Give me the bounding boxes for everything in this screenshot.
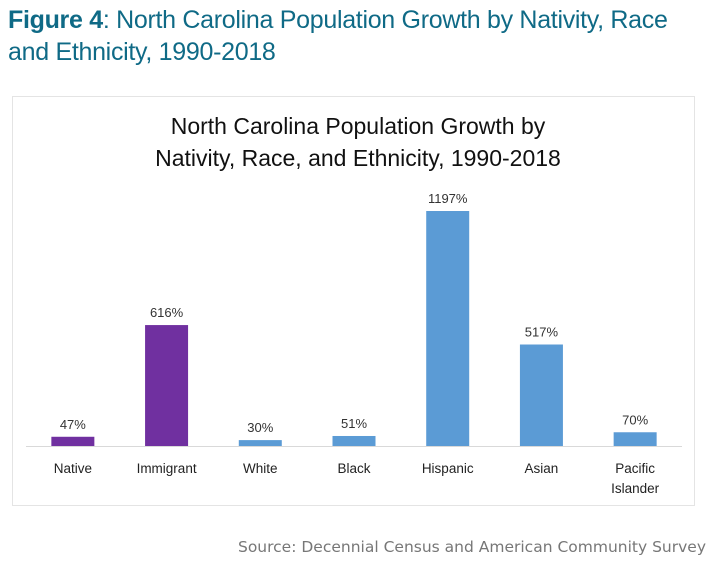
data-label: 1197% xyxy=(428,191,468,206)
figure-label: Figure 4 xyxy=(8,6,103,34)
data-label: 47% xyxy=(60,417,86,432)
bar-immigrant xyxy=(145,325,189,446)
bar-pacific-islander xyxy=(613,432,657,446)
category-label: Hispanic xyxy=(422,461,474,476)
source-note: Source: Decennial Census and American Co… xyxy=(237,538,706,556)
bar-hispanic xyxy=(426,211,470,446)
data-label: 51% xyxy=(341,416,367,431)
category-label: Pacific xyxy=(615,461,655,476)
category-label: Black xyxy=(337,461,370,476)
figure-title-line2: and Ethnicity, 1990-2018 xyxy=(8,38,276,66)
category-label: Asian xyxy=(525,461,559,476)
data-label: 517% xyxy=(525,325,559,340)
data-label: 30% xyxy=(247,420,273,435)
bar-native xyxy=(51,436,95,446)
figure-title: Figure 4: North Carolina Population Grow… xyxy=(8,4,708,68)
figure-title-text: : North Carolina Population Growth by Na… xyxy=(102,6,668,34)
data-label: 70% xyxy=(622,412,648,427)
category-label: Islander xyxy=(611,481,660,496)
data-label: 616% xyxy=(150,305,184,320)
bar-white xyxy=(238,440,282,446)
category-label: White xyxy=(243,461,278,476)
category-label: Native xyxy=(54,461,92,476)
bar-black xyxy=(332,435,376,446)
chart-title-line1: North Carolina Population Growth by xyxy=(170,113,546,139)
bar-asian xyxy=(519,344,563,446)
chart-title-line2: Nativity, Race, and Ethnicity, 1990-2018 xyxy=(155,145,561,171)
category-label: Immigrant xyxy=(137,461,197,476)
chart-title: North Carolina Population Growth by Nati… xyxy=(0,110,716,174)
